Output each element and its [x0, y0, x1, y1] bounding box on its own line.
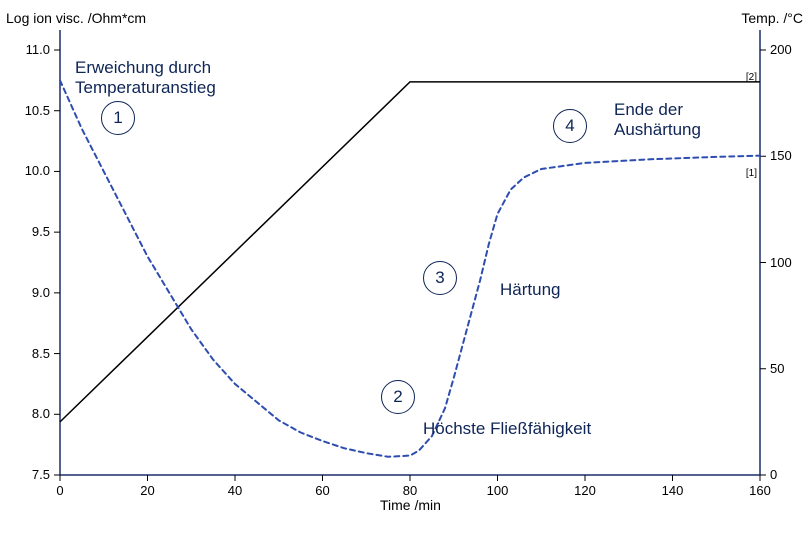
- tick-label: 160: [745, 483, 775, 498]
- tick-label: 150: [770, 148, 792, 163]
- tick-label: 200: [770, 42, 792, 57]
- tick-label: 60: [308, 483, 338, 498]
- phase-1-text: Erweichung durch Temperaturanstieg: [75, 58, 216, 99]
- phase-4-line1: Ende der: [614, 100, 683, 119]
- tick-label: 100: [770, 255, 792, 270]
- tick-label: 50: [770, 361, 784, 376]
- tick-label: 0: [770, 467, 777, 482]
- phase-1-circle: 1: [101, 101, 135, 135]
- tick-label: 8.0: [10, 406, 50, 421]
- tick-label: 0: [45, 483, 75, 498]
- phase-3-circle: 3: [423, 261, 457, 295]
- phase-3-line1: Härtung: [500, 280, 560, 299]
- phase-2-text: Höchste Fließfähigkeit: [423, 419, 591, 439]
- tick-label: 8.5: [10, 346, 50, 361]
- series-1-marker: [1]: [746, 168, 757, 179]
- series-2-marker: [2]: [746, 72, 757, 83]
- tick-label: 120: [570, 483, 600, 498]
- phase-1-line2: Temperaturanstieg: [75, 78, 216, 97]
- tick-label: 11.0: [10, 42, 50, 57]
- tick-label: 100: [483, 483, 513, 498]
- phase-4-circle: 4: [553, 109, 587, 143]
- phase-2-circle: 2: [381, 380, 415, 414]
- tick-label: 140: [658, 483, 688, 498]
- tick-label: 80: [395, 483, 425, 498]
- phase-1-line1: Erweichung durch: [75, 58, 211, 77]
- tick-label: 10.0: [10, 163, 50, 178]
- tick-label: 40: [220, 483, 250, 498]
- chart-container: Log ion visc. /Ohm*cm Temp. /°C Time /mi…: [0, 0, 809, 535]
- phase-4-line2: Aushärtung: [614, 120, 701, 139]
- tick-label: 9.5: [10, 224, 50, 239]
- phase-3-text: Härtung: [500, 280, 560, 300]
- tick-label: 9.0: [10, 285, 50, 300]
- tick-label: 20: [133, 483, 163, 498]
- phase-2-line1: Höchste Fließfähigkeit: [423, 419, 591, 438]
- tick-label: 10.5: [10, 103, 50, 118]
- tick-label: 7.5: [10, 467, 50, 482]
- phase-4-text: Ende der Aushärtung: [614, 100, 701, 141]
